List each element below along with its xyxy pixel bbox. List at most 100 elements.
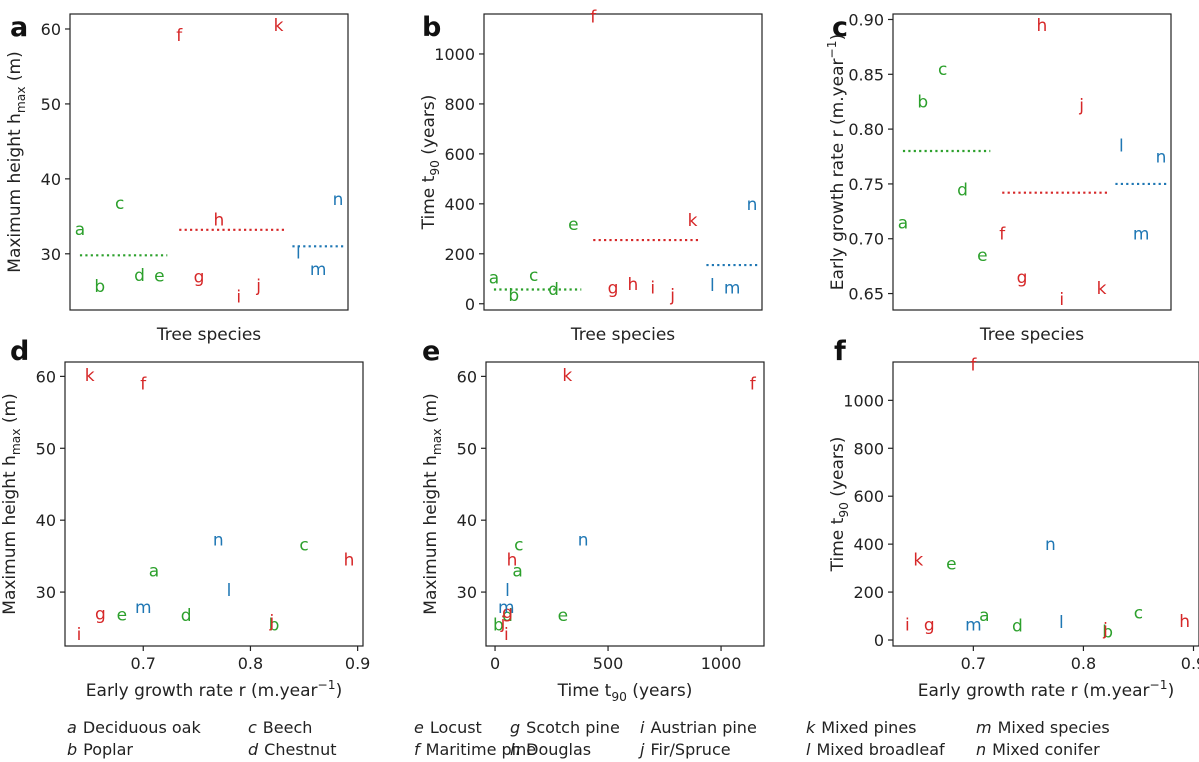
data-point-k: k [1097,279,1107,299]
legend-letter: l [806,740,811,759]
data-point-d: d [502,606,513,626]
data-point-l: l [1119,137,1124,157]
y-tick-label: 60 [36,367,56,386]
y-tick-label: 1000 [843,391,884,410]
y-tick-label: 0.75 [848,175,884,194]
legend-letter: c [248,718,257,737]
data-point-k: k [562,366,572,386]
data-point-m: m [965,615,982,635]
x-axis-label: Tree species [156,325,261,345]
data-point-g: g [194,267,205,287]
data-point-j: j [500,613,506,633]
y-tick-label: 40 [457,511,477,530]
plot-frame-b [483,13,763,311]
legend-species-name: Douglas [526,740,592,759]
data-point-h: h [507,551,518,571]
data-point-k: k [688,211,698,231]
data-point-c: c [299,536,308,556]
data-point-h: h [214,210,225,230]
x-tick-label: 500 [593,654,624,673]
y-tick-label: 50 [457,439,477,458]
data-point-i: i [77,625,82,645]
legend-letter: a [67,718,77,737]
data-point-c: c [529,266,538,286]
legend-item-j: j Fir/Spruce [640,740,731,759]
data-point-f: f [176,26,183,46]
data-point-b: b [1102,623,1113,643]
panel-letter-f: f [834,336,846,367]
data-point-n: n [1156,148,1167,168]
y-tick-label: 0.85 [848,65,884,84]
data-point-f: f [140,375,147,395]
y-tick-label: 0.90 [848,10,884,29]
data-point-j: j [255,276,261,296]
data-point-k: k [85,366,95,386]
legend-species-name: Mixed conifer [992,740,1100,759]
data-point-i: i [650,279,655,299]
data-point-n: n [1045,535,1056,555]
data-point-c: c [115,194,124,214]
data-point-j: j [669,286,675,306]
legend-letter: d [248,740,259,759]
x-tick-label: 0.7 [131,654,156,673]
data-point-g: g [95,605,106,625]
data-point-g: g [502,603,513,623]
x-tick-label: 0.9 [345,654,370,673]
legend-species-name: Mixed broadleaf [816,740,945,759]
x-tick-label: 0.8 [238,654,263,673]
data-point-c: c [938,60,947,80]
y-tick-label: 0 [874,631,884,650]
data-point-h: h [1037,16,1048,36]
data-point-d: d [548,280,559,300]
y-tick-label: 50 [41,95,61,114]
data-point-b: b [917,93,928,113]
data-point-a: a [979,606,989,626]
legend-species-name: Maritime pine [425,740,537,759]
data-point-c: c [514,536,523,556]
data-point-l: l [296,243,301,263]
legend-letter: g [510,718,521,737]
data-point-n: n [333,190,344,210]
x-axis-label: Tree species [979,325,1084,345]
plot-frame-f [892,361,1199,647]
data-point-j: j [269,612,275,632]
legend-item-n: n Mixed conifer [976,740,1100,759]
data-point-k: k [274,16,284,36]
data-point-g: g [1017,268,1028,288]
legend-letter: j [640,740,645,759]
data-point-l: l [710,276,715,296]
legend-letter: m [976,718,992,737]
y-tick-label: 60 [41,20,61,39]
data-point-f: f [590,7,597,27]
y-tick-label: 600 [444,145,475,164]
data-point-l: l [505,581,510,601]
legend-species-name: Chestnut [264,740,337,759]
x-axis-label: Early growth rate r (m.year−1) [86,678,342,701]
legend-item-d: d Chestnut [248,740,336,759]
y-tick-label: 600 [853,487,884,506]
legend-letter: e [414,718,424,737]
data-point-b: b [94,277,105,297]
y-tick-label: 400 [444,195,475,214]
data-point-h: h [344,551,355,571]
legend-item-m: m Mixed species [976,718,1110,737]
plot-frame-e [485,361,765,647]
legend-letter: h [510,740,521,759]
x-axis-label: Tree species [570,325,675,345]
legend-item-h: h Douglas [510,740,591,759]
y-tick-label: 400 [853,535,884,554]
data-point-e: e [154,267,164,287]
x-tick-label: 0.8 [1071,654,1096,673]
y-tick-label: 200 [444,245,475,264]
y-axis-label: Maximum height hmax (m) [0,393,23,614]
plot-frame-c [892,13,1172,311]
data-point-d: d [1012,617,1023,637]
legend-item-g: g Scotch pine [510,718,620,737]
data-point-d: d [181,606,192,626]
legend-item-e: e Locust [414,718,482,737]
y-axis-label: Time t90 (years) [419,95,442,231]
y-tick-label: 30 [36,583,56,602]
data-point-j: j [1102,620,1108,640]
legend-species-name: Poplar [83,740,134,759]
legend-species-name: Fir/Spruce [650,740,731,759]
